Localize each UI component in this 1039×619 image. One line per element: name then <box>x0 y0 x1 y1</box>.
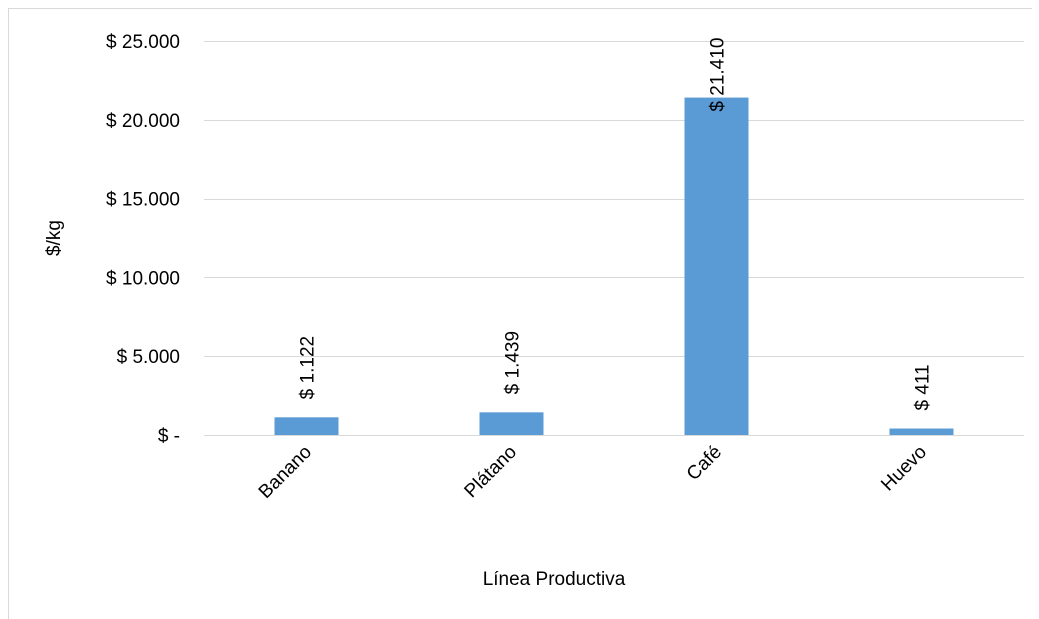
bar <box>684 97 749 435</box>
y-tick-label: $ 10.000 <box>106 268 180 289</box>
x-tick-label: Café <box>683 442 726 485</box>
y-tick-label: $ - <box>158 426 180 447</box>
x-tick-label: Plátano <box>461 442 521 502</box>
x-axis-title: Línea Productiva <box>483 569 626 590</box>
x-axis-ticks: Banano Plátano Café Huevo <box>255 442 931 503</box>
data-label: $ 21.410 <box>708 38 729 112</box>
data-label: $ 1.122 <box>298 336 319 399</box>
bar <box>479 412 544 435</box>
gridlines <box>204 41 1024 436</box>
chart-frame <box>8 8 1032 619</box>
y-tick-label: $ 5.000 <box>117 347 180 368</box>
x-tick-label: Banano <box>255 442 316 503</box>
y-tick-label: $ 15.000 <box>106 190 180 211</box>
y-tick-label: $ 25.000 <box>106 32 180 53</box>
data-label: $ 411 <box>913 364 934 410</box>
bars <box>274 97 954 435</box>
x-tick-label: Huevo <box>877 442 931 496</box>
bar <box>274 417 339 435</box>
bar <box>889 428 954 435</box>
data-label: $ 1.439 <box>503 331 524 394</box>
y-tick-label: $ 20.000 <box>106 111 180 132</box>
y-axis-title: $/kg <box>44 220 65 256</box>
data-labels: $ 1.122 $ 1.439 $ 21.410 $ 411 <box>298 38 934 411</box>
y-axis-ticks: $ - $ 5.000 $ 10.000 $ 15.000 $ 20.000 $ 25.0… <box>106 32 180 447</box>
